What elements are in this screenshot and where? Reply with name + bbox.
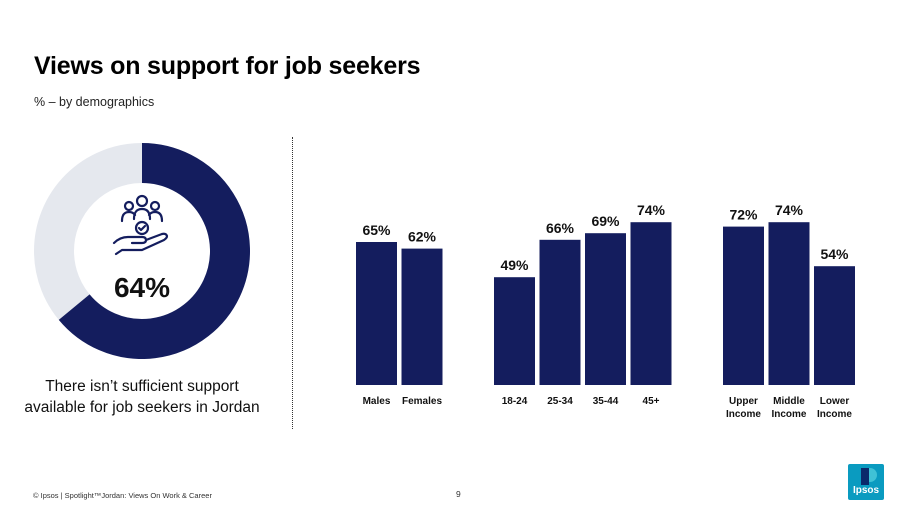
bar — [723, 226, 764, 385]
donut-value: 64% — [113, 272, 171, 303]
category-label: Upper Income — [726, 396, 761, 420]
bar — [494, 277, 535, 385]
bar-value-label: 65% — [362, 222, 391, 238]
donut-chart — [34, 143, 250, 359]
ipsos-logo: Ipsos — [848, 464, 884, 500]
page-number: 9 — [456, 489, 461, 499]
category-label: Females — [402, 396, 442, 407]
bar-value-label: 49% — [500, 257, 529, 273]
page-title: Views on support for job seekers — [34, 52, 421, 80]
category-label: 45+ — [643, 396, 660, 407]
footer-source: © Ipsos | Spotlight™Jordan: Views On Wor… — [33, 491, 212, 500]
bar-value-label: 72% — [729, 207, 758, 223]
bar — [539, 239, 581, 385]
donut-arc — [58, 143, 250, 359]
logo-text: Ipsos — [852, 485, 880, 496]
donut-caption: There isn’t sufficient support available… — [24, 378, 260, 416]
bar-value-label: 69% — [591, 213, 620, 229]
category-label: Middle Income — [771, 396, 806, 420]
category-label: 18-24 — [502, 396, 528, 407]
page-subtitle: % – by demographics — [34, 95, 155, 109]
bar — [814, 266, 855, 385]
bar — [356, 242, 397, 385]
hand-holding-people-icon — [112, 194, 169, 256]
bar — [630, 222, 672, 385]
bar-value-label: 62% — [408, 229, 437, 245]
bar — [585, 233, 626, 385]
category-label: Lower Income — [817, 396, 852, 420]
bar — [401, 248, 443, 385]
category-label: 25-34 — [547, 396, 573, 407]
bar-value-label: 74% — [775, 202, 804, 218]
bar-value-label: 54% — [820, 246, 849, 262]
bar — [768, 222, 810, 385]
category-label: 35-44 — [593, 396, 619, 407]
category-label: Males — [363, 396, 391, 407]
bar-value-label: 74% — [637, 202, 666, 218]
divider — [292, 137, 293, 429]
bar-value-label: 66% — [546, 220, 575, 236]
